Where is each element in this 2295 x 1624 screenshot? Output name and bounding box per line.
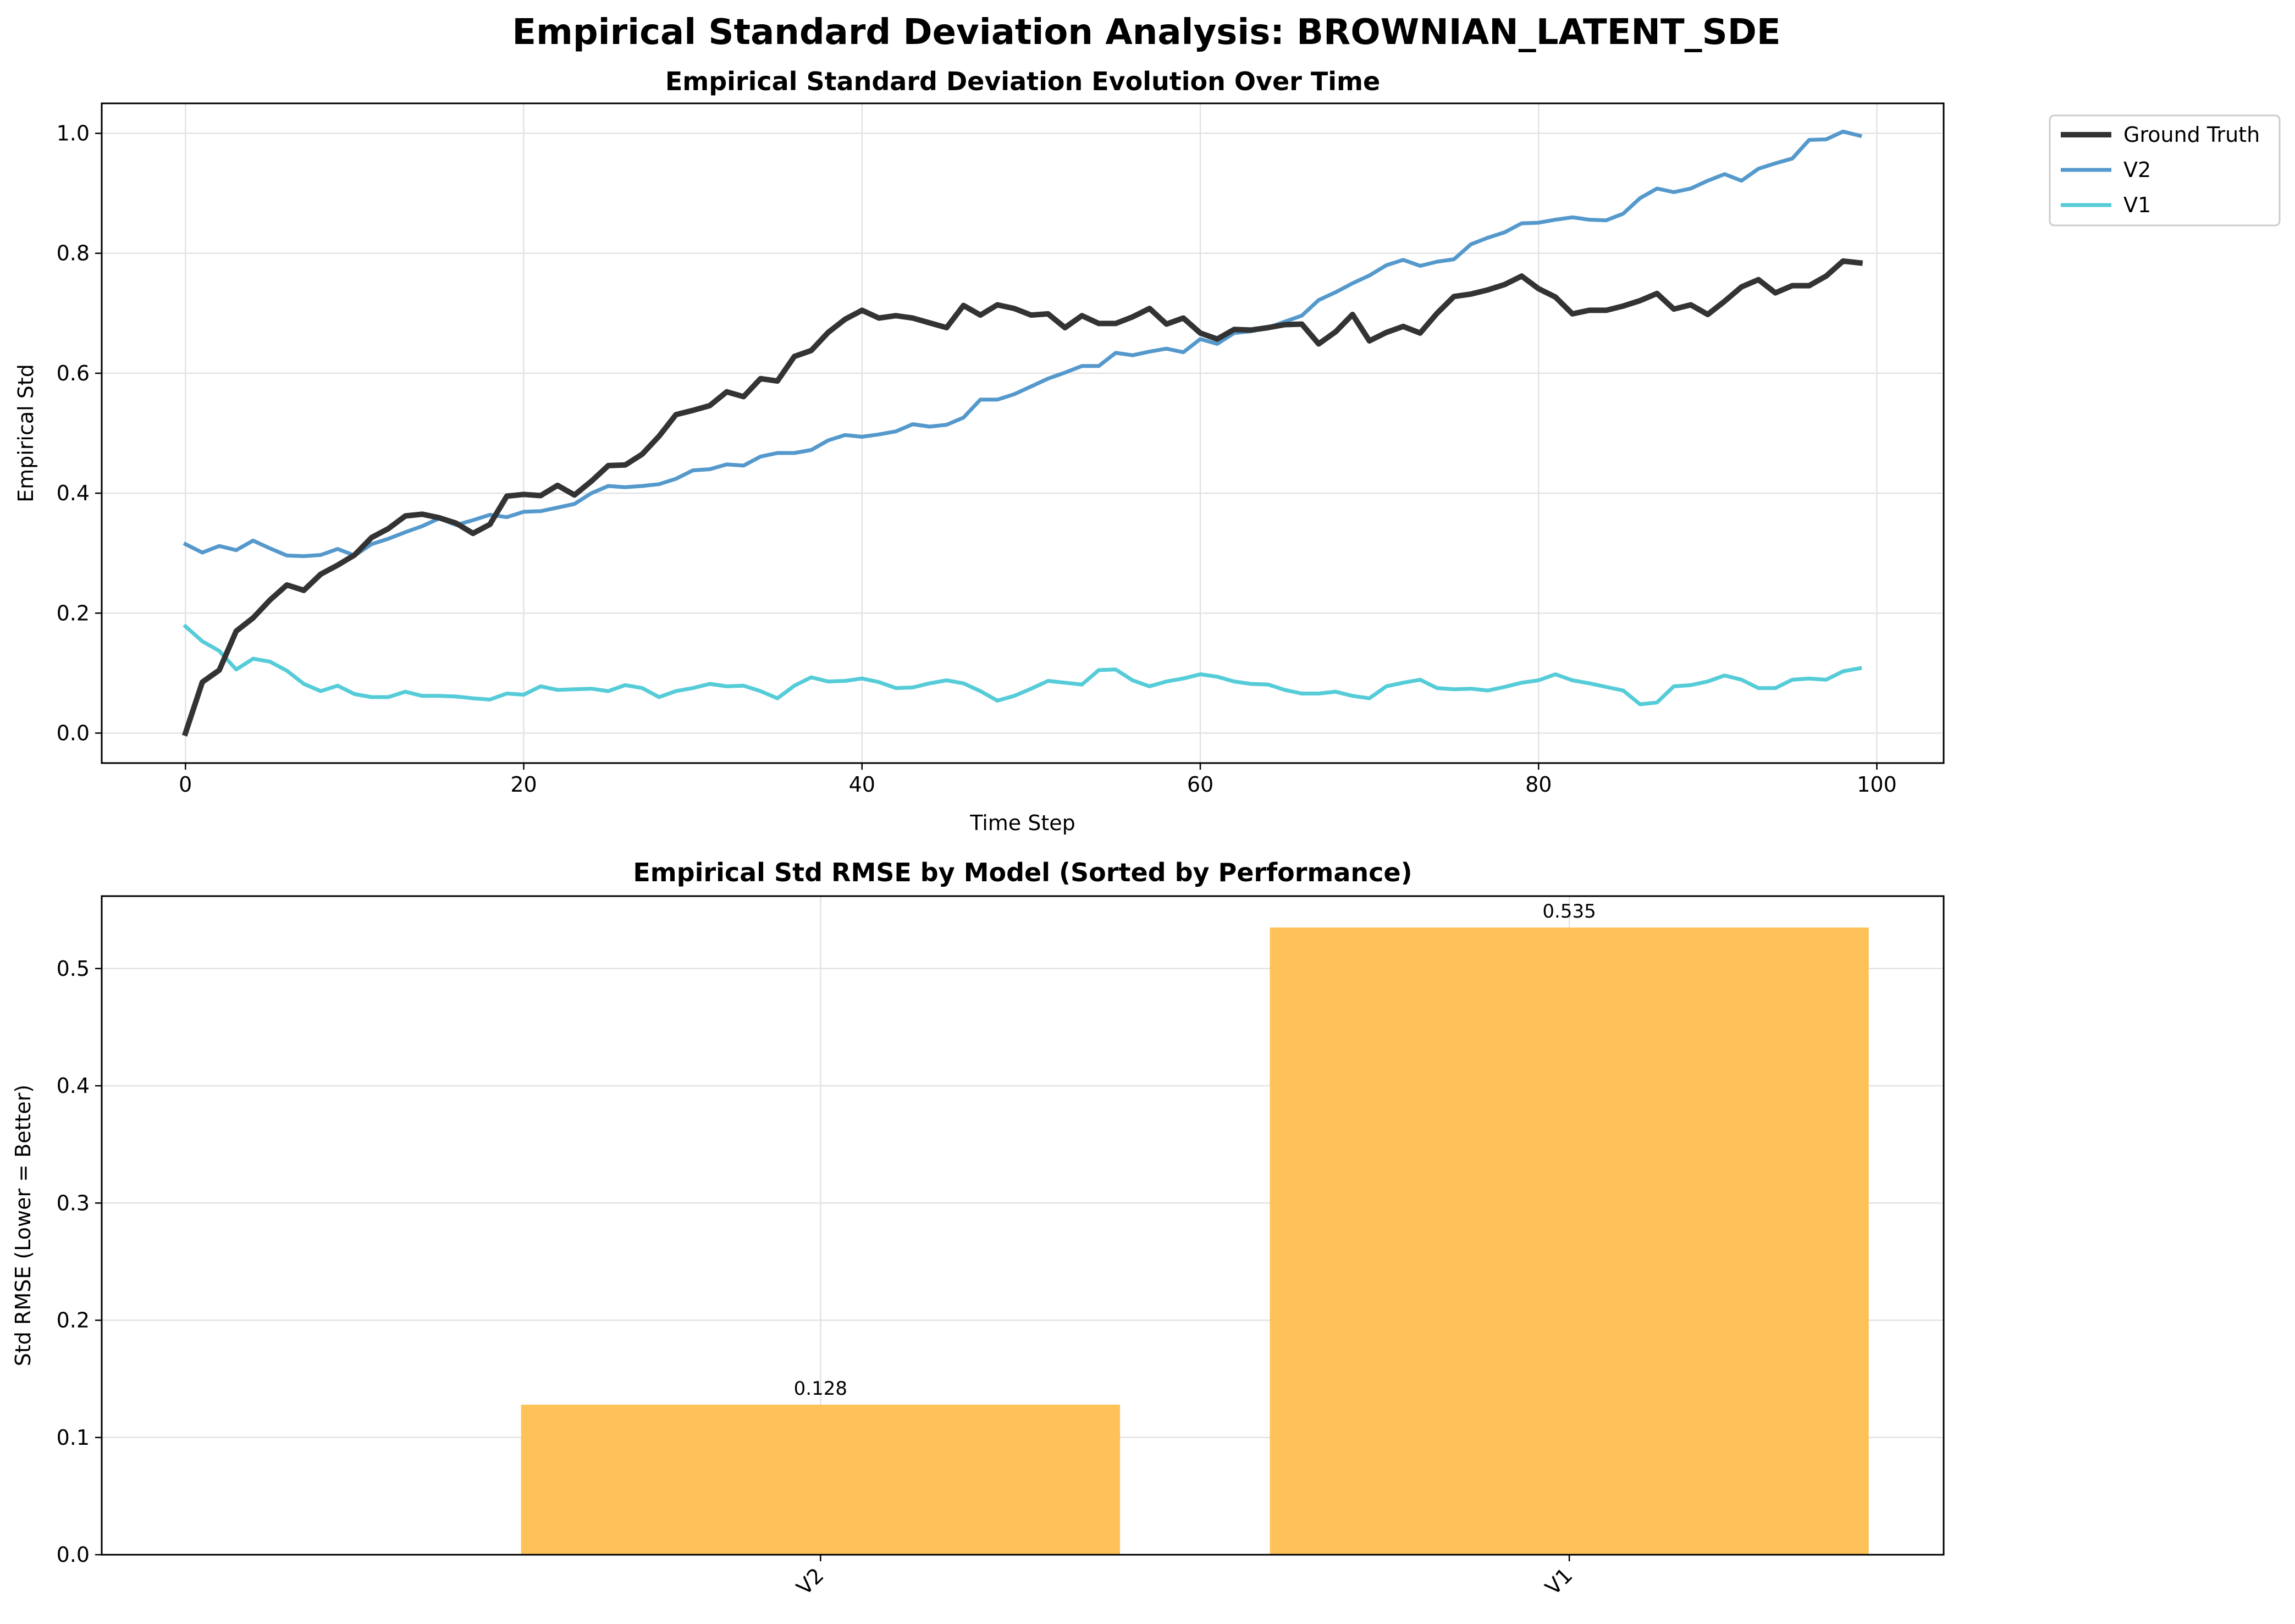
y-tick-label: 0.3 [57, 1191, 90, 1215]
x-tick-label: 80 [1525, 772, 1552, 797]
bar-value-label: 0.535 [1542, 901, 1596, 923]
x-tick-label: 0 [179, 772, 192, 797]
series-line-ground-truth [181, 258, 1863, 737]
line-chart-title: Empirical Standard Deviation Evolution O… [665, 67, 1380, 96]
series-line-v1 [183, 623, 1862, 706]
x-tick-label: 20 [510, 772, 537, 797]
y-tick-label: 0.4 [57, 1074, 90, 1098]
line-chart-grid [102, 103, 1944, 763]
y-tick-label: 0.2 [57, 1308, 90, 1333]
y-tick-label: 0.1 [57, 1426, 90, 1450]
legend-frame [2049, 114, 2281, 227]
line-chart-ylabel: Empirical Std [14, 364, 38, 502]
legend: Ground Truth V2 V1 [2049, 114, 2281, 227]
bar-v1 [1270, 927, 1869, 1555]
y-tick-label: 0.2 [57, 601, 90, 625]
bar-value-label: 0.128 [794, 1378, 847, 1400]
line-chart-xlabel: Time Step [969, 811, 1075, 835]
x-tick-label: V1 [1541, 1563, 1577, 1600]
bar-v2 [521, 1405, 1121, 1555]
bar-chart-bars: 0.128 0.535 [521, 901, 1869, 1555]
x-tick-label: V2 [792, 1563, 829, 1600]
y-tick-label: 0.6 [57, 361, 90, 385]
line-chart-ticks: 0 20 40 60 80 100 0.0 0.2 0.4 0.6 0.8 1.0 [57, 121, 1897, 797]
y-tick-label: 0.8 [57, 241, 90, 266]
legend-label: V1 [2123, 193, 2151, 217]
bar-chart-panel: Empirical Std RMSE by Model (Sorted by P… [11, 858, 1945, 1600]
y-tick-label: 0.0 [57, 721, 90, 745]
x-tick-label: 100 [1857, 772, 1897, 797]
series-line-v2 [183, 129, 1862, 559]
bar-chart-frame [101, 895, 1945, 1556]
y-tick-label: 0.4 [57, 481, 90, 505]
line-chart-frame [101, 102, 1945, 764]
bar-chart-title: Empirical Std RMSE by Model (Sorted by P… [633, 858, 1412, 887]
x-tick-label: 40 [849, 772, 875, 797]
x-tick-label: 60 [1187, 772, 1213, 797]
line-chart-panel: Empirical Standard Deviation Evolution O… [14, 67, 2281, 835]
bar-chart-ylabel: Std RMSE (Lower = Better) [11, 1085, 35, 1366]
y-tick-label: 0.5 [57, 957, 90, 981]
y-tick-label: 0.0 [57, 1543, 90, 1567]
line-chart-series [181, 129, 1863, 737]
figure-title: Empirical Standard Deviation Analysis: B… [512, 12, 1780, 53]
legend-label: Ground Truth [2123, 123, 2260, 147]
legend-label: V2 [2123, 158, 2151, 182]
y-tick-label: 1.0 [57, 121, 90, 146]
